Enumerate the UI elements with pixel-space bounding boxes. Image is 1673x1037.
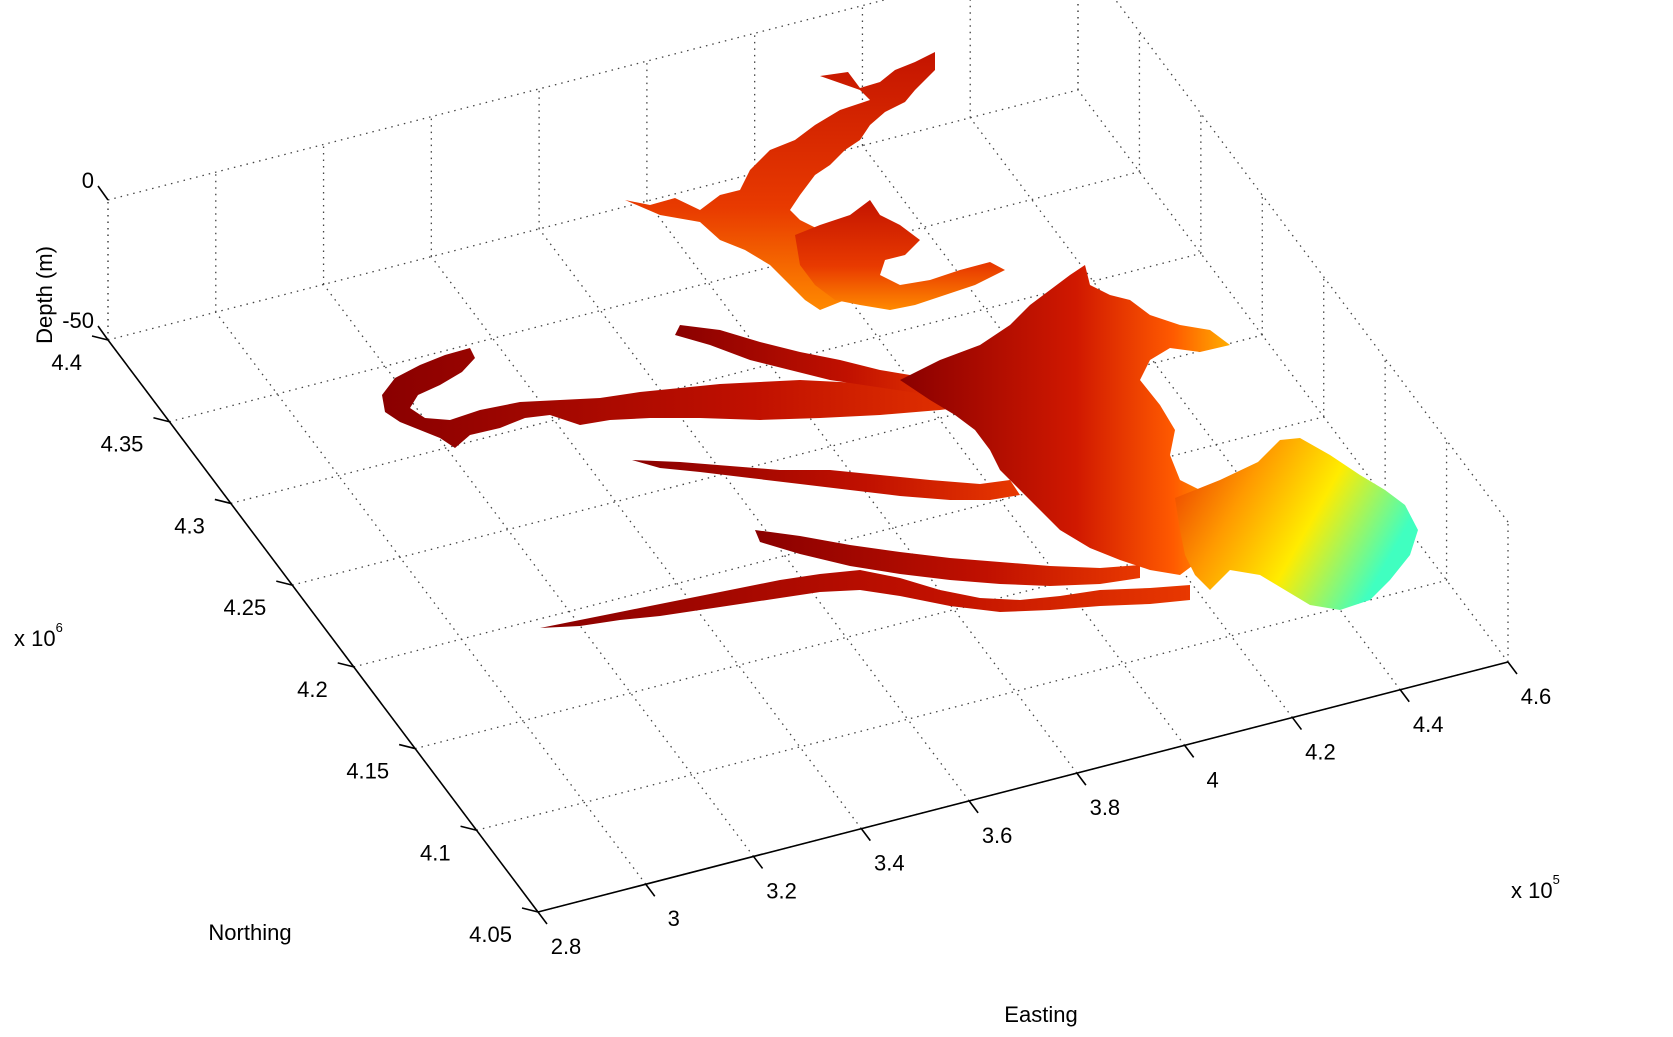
z-tick-mark (97, 325, 109, 341)
y-tick-label: 4.3 (174, 513, 205, 538)
grid-line-x (215, 311, 647, 885)
y-tick-label: 4.25 (223, 595, 266, 620)
y-tick-mark (398, 743, 416, 750)
x-tick-label: 3.4 (874, 851, 905, 876)
grid-line-x (754, 172, 1186, 746)
y-tick-label: 4.05 (469, 922, 512, 947)
grid-line-y (107, 89, 1079, 341)
axes (91, 185, 1518, 925)
x-tick-mark (1076, 772, 1087, 786)
surface-south-tributary-3 (540, 570, 1190, 628)
x-tick-label: 3.8 (1090, 795, 1121, 820)
x-tick-label: 3 (668, 906, 680, 931)
y-tick-mark (460, 825, 477, 832)
grid-line-x (323, 284, 755, 857)
grid-line-y (476, 579, 1447, 831)
x-tick-mark (1184, 744, 1195, 758)
x-tick-label: 4.2 (1305, 740, 1336, 765)
grid-line-x (430, 256, 862, 830)
surface-north-branch (795, 200, 1005, 310)
grid-line-x (538, 228, 970, 802)
z-tick-label: 0 (82, 168, 94, 193)
surface-mid-tributary (675, 325, 960, 398)
x-tick-mark (1507, 661, 1518, 675)
grid-line-y (414, 497, 1386, 750)
z-tick-mark (97, 185, 109, 201)
z-axis-label: Depth (m) (32, 246, 57, 344)
y-tick-label: 4.1 (420, 840, 451, 865)
x-tick-mark (645, 883, 656, 897)
x-tick-mark (1399, 689, 1410, 703)
x-tick-label: 3.2 (766, 878, 797, 903)
x-tick-label: 4.4 (1413, 712, 1444, 737)
y-tick-mark (337, 662, 354, 668)
x-exponent-label: x 105 (1511, 872, 1560, 903)
x-tick-mark (537, 911, 548, 925)
x-tick-label: 4 (1207, 767, 1219, 792)
y-tick-label: 4.15 (346, 759, 389, 784)
surface-south-tributary-2 (755, 530, 1140, 586)
y-tick-mark (153, 416, 170, 423)
surface-east-bay (1175, 438, 1418, 610)
y-tick-label: 4.4 (51, 350, 82, 375)
grid-line-y (230, 252, 1202, 505)
y-axis-label: Northing (208, 920, 291, 945)
x-tick-label: 4.6 (1521, 684, 1552, 709)
y-tick-label: 4.2 (297, 677, 328, 702)
surface-west-river (382, 348, 1000, 448)
x-tick-mark (1291, 717, 1303, 731)
y-axis-line (107, 339, 539, 913)
grid-line-x (1077, 89, 1509, 663)
grid-line-x (969, 117, 1401, 691)
x-tick-mark (968, 800, 979, 814)
z-tick-label: -50 (62, 308, 94, 333)
x-axis-line (537, 661, 1509, 913)
grid-line-y (169, 171, 1140, 423)
x-tick-mark (860, 828, 871, 842)
y-tick-mark (91, 335, 109, 341)
y-tick-mark (521, 907, 539, 913)
grid-line-y (353, 416, 1324, 668)
grid-line-top-side (1114, 0, 1509, 523)
y-exponent-label: x 106 (14, 620, 63, 651)
grid-line-top-back (107, 0, 887, 201)
x-tick-mark (752, 855, 764, 869)
surface-south-tributary-1 (632, 460, 1020, 500)
surface-northern-arm (625, 52, 935, 310)
y-tick-label: 4.35 (101, 432, 144, 457)
x-tick-label: 2.8 (551, 934, 582, 959)
depth-surface (382, 52, 1418, 628)
x-axis-label: Easting (1004, 1002, 1077, 1027)
x-tick-label: 3.6 (982, 823, 1013, 848)
y-tick-mark (276, 580, 293, 586)
y-tick-mark (214, 498, 232, 505)
grid-line-y (292, 334, 1263, 586)
